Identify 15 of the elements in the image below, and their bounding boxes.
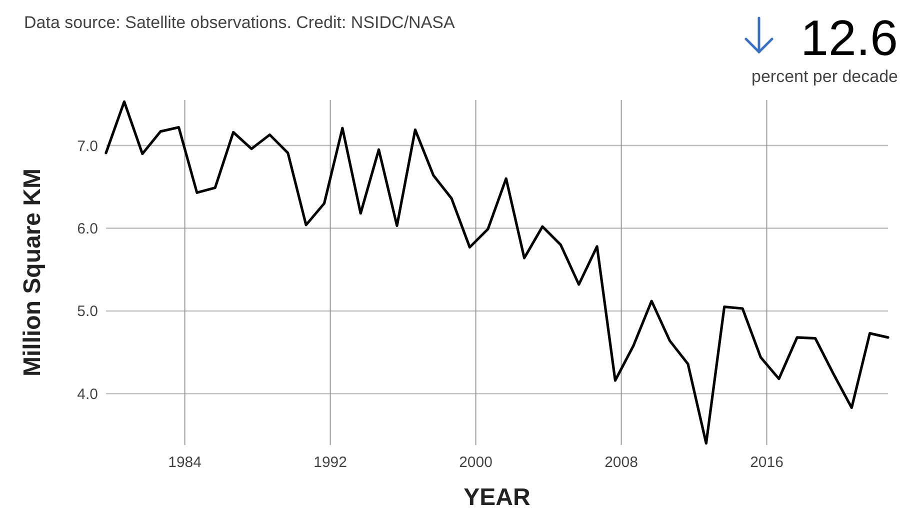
x-tick-label: 2016 (750, 454, 784, 471)
x-tick-label: 1984 (168, 454, 202, 471)
y-tick-label: 5.0 (77, 303, 98, 320)
x-tick-label: 2008 (604, 454, 638, 471)
x-axis-title: YEAR (464, 484, 530, 511)
source-note: Data source: Satellite observations. Credit: NSIDC/NASA (24, 13, 456, 32)
text: percent per decade (752, 67, 898, 86)
line-series (104, 100, 890, 445)
x-tick-label: 1992 (314, 454, 347, 471)
y-tick-label: 7.0 (77, 138, 98, 155)
text: 12.6 (800, 10, 898, 66)
y-tick-label: 6.0 (77, 220, 98, 238)
y-tick-label: 4.0 (77, 386, 98, 403)
y-axis-title: Million Square KM (19, 168, 46, 377)
x-tick-label: 2000 (459, 454, 492, 471)
